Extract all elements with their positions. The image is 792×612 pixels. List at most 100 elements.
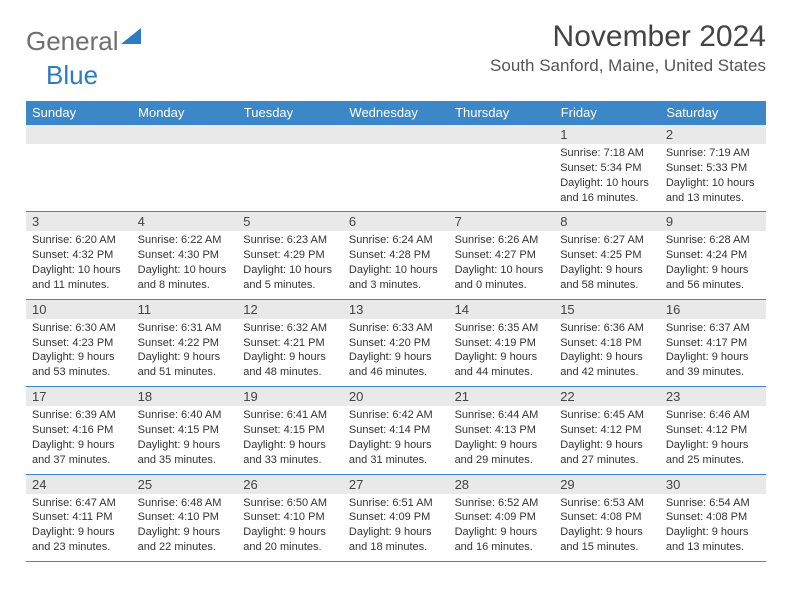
day-cell: 11Sunrise: 6:31 AMSunset: 4:22 PMDayligh… — [132, 299, 238, 386]
sunrise-text: Sunrise: 6:33 AM — [349, 322, 433, 334]
sunset-text: Sunset: 4:28 PM — [349, 249, 430, 261]
sunset-text: Sunset: 4:29 PM — [243, 249, 324, 261]
daylight-text: Daylight: 9 hours and 37 minutes. — [32, 439, 115, 466]
daylight-text: Daylight: 9 hours and 25 minutes. — [666, 439, 749, 466]
day-number: 25 — [132, 475, 238, 494]
day-cell: 28Sunrise: 6:52 AMSunset: 4:09 PMDayligh… — [449, 474, 555, 561]
day-cell: 2Sunrise: 7:19 AMSunset: 5:33 PMDaylight… — [660, 125, 766, 212]
day-text: Sunrise: 6:24 AM Sunset: 4:28 PM Daylight:… — [343, 231, 449, 298]
day-cell: 7Sunrise: 6:26 AMSunset: 4:27 PMDaylight… — [449, 212, 555, 299]
sunrise-text: Sunrise: 6:23 AM — [243, 234, 327, 246]
daylight-text: Daylight: 9 hours and 46 minutes. — [349, 351, 432, 378]
sunrise-text: Sunrise: 6:30 AM — [32, 322, 116, 334]
day-text: Sunrise: 6:30 AMSunset: 4:23 PMDaylight:… — [26, 319, 132, 386]
day-number: 27 — [343, 475, 449, 494]
sunrise-text: Sunrise: 6:46 AM — [666, 409, 750, 421]
day-number: 13 — [343, 300, 449, 319]
day-number: 10 — [26, 300, 132, 319]
sunrise-text: Sunrise: 7:19 AM — [666, 147, 750, 159]
day-number: 14 — [449, 300, 555, 319]
day-text: Sunrise: 6:36 AMSunset: 4:18 PMDaylight:… — [554, 319, 660, 386]
daylight-text: Daylight: 9 hours and 48 minutes. — [243, 351, 326, 378]
daylight-text: Daylight: 10 hours and 5 minutes. — [243, 264, 332, 291]
sunrise-text: Sunrise: 6:41 AM — [243, 409, 327, 421]
day-number: 22 — [554, 387, 660, 406]
day-text: Sunrise: 6:26 AMSunset: 4:27 PMDaylight:… — [449, 231, 555, 298]
week-row: 1Sunrise: 7:18 AMSunset: 5:34 PMDaylight… — [26, 125, 766, 212]
day-number: 29 — [554, 475, 660, 494]
calendar-table: Sunday Monday Tuesday Wednesday Thursday… — [26, 101, 766, 562]
daylight-text: Daylight: 9 hours and 35 minutes. — [138, 439, 221, 466]
day-text: Sunrise: 6:37 AMSunset: 4:17 PMDaylight:… — [660, 319, 766, 386]
day-cell — [343, 125, 449, 212]
sunrise-text: Sunrise: 6:36 AM — [560, 322, 644, 334]
daylight-text: Daylight: 9 hours and 53 minutes. — [32, 351, 115, 378]
month-title: November 2024 — [490, 20, 766, 54]
day-text — [343, 144, 449, 211]
day-number: 18 — [132, 387, 238, 406]
sunset-text: Sunset: 4:19 PM — [455, 337, 536, 349]
daylight-text: Daylight: 9 hours and 58 minutes. — [560, 264, 643, 291]
logo: General — [26, 26, 141, 57]
day-header: Monday — [132, 101, 238, 125]
day-cell: 9Sunrise: 6:28 AMSunset: 4:24 PMDaylight… — [660, 212, 766, 299]
day-number: 9 — [660, 212, 766, 231]
daylight-text: Daylight: 10 hours and 3 minutes. — [349, 264, 438, 291]
day-number — [26, 125, 132, 144]
daylight-text: Daylight: 9 hours and 16 minutes. — [455, 526, 538, 553]
day-text: Sunrise: 6:27 AMSunset: 4:25 PMDaylight:… — [554, 231, 660, 298]
day-cell: 8Sunrise: 6:27 AMSunset: 4:25 PMDaylight… — [554, 212, 660, 299]
day-header-row: Sunday Monday Tuesday Wednesday Thursday… — [26, 101, 766, 125]
logo-triangle-icon — [121, 28, 141, 44]
day-number — [132, 125, 238, 144]
day-number: 15 — [554, 300, 660, 319]
day-text: Sunrise: 6:54 AMSunset: 4:08 PMDaylight:… — [660, 494, 766, 561]
sunset-text: Sunset: 4:09 PM — [455, 511, 536, 523]
day-text: Sunrise: 7:19 AMSunset: 5:33 PMDaylight:… — [660, 144, 766, 211]
sunset-text: Sunset: 4:10 PM — [243, 511, 324, 523]
sunrise-text: Sunrise: 6:24 AM — [349, 234, 433, 246]
sunset-text: Sunset: 4:17 PM — [666, 337, 747, 349]
day-text: Sunrise: 6:22 AMSunset: 4:30 PMDaylight:… — [132, 231, 238, 298]
logo-text-2: Blue — [46, 60, 98, 90]
day-number: 11 — [132, 300, 238, 319]
day-header: Thursday — [449, 101, 555, 125]
day-cell — [26, 125, 132, 212]
sunrise-text: Sunrise: 6:28 AM — [666, 234, 750, 246]
sunrise-text: Sunrise: 6:54 AM — [666, 497, 750, 509]
sunrise-text: Sunrise: 6:52 AM — [455, 497, 539, 509]
day-number: 17 — [26, 387, 132, 406]
day-cell: 1Sunrise: 7:18 AMSunset: 5:34 PMDaylight… — [554, 125, 660, 212]
daylight-text: Daylight: 9 hours and 23 minutes. — [32, 526, 115, 553]
sunrise-text: Sunrise: 6:35 AM — [455, 322, 539, 334]
day-text: Sunrise: 6:47 AMSunset: 4:11 PMDaylight:… — [26, 494, 132, 561]
daylight-text: Daylight: 10 hours and 8 minutes. — [138, 264, 227, 291]
day-cell: 14 Sunrise: 6:35 AM Sunset: 4:19 PM Dayligh… — [449, 299, 555, 386]
day-cell: 18Sunrise: 6:40 AMSunset: 4:15 PMDayligh… — [132, 387, 238, 474]
day-text: Sunrise: 6:20 AMSunset: 4:32 PMDaylight:… — [26, 231, 132, 298]
day-cell: 5Sunrise: 6:23 AMSunset: 4:29 PMDaylight… — [237, 212, 343, 299]
day-text: Sunrise: 6:50 AMSunset: 4:10 PMDaylight:… — [237, 494, 343, 561]
day-number: 23 — [660, 387, 766, 406]
sunrise-text: Sunrise: 6:44 AM — [455, 409, 539, 421]
day-number — [449, 125, 555, 144]
day-cell: 19Sunrise: 6:41 AMSunset: 4:15 PMDayligh… — [237, 387, 343, 474]
week-row: 10Sunrise: 6:30 AMSunset: 4:23 PMDayligh… — [26, 299, 766, 386]
day-cell: 20Sunrise: 6:42 AMSunset: 4:14 PMDayligh… — [343, 387, 449, 474]
day-cell: 29Sunrise: 6:53 AMSunset: 4:08 PMDayligh… — [554, 474, 660, 561]
day-text: Sunrise: 6:48 AMSunset: 4:10 PMDaylight:… — [132, 494, 238, 561]
location-text: South Sanford, Maine, United States — [490, 56, 766, 76]
day-header: Sunday — [26, 101, 132, 125]
day-number: 8 — [554, 212, 660, 231]
sunset-text: Sunset: 5:34 PM — [560, 162, 641, 174]
daylight-text: Daylight: 9 hours and 13 minutes. — [666, 526, 749, 553]
sunset-text: Sunset: 4:32 PM — [32, 249, 113, 261]
sunrise-text: Sunrise: 6:31 AM — [138, 322, 222, 334]
sunrise-text: Sunrise: 6:53 AM — [560, 497, 644, 509]
day-text: Sunrise: 6:46 AMSunset: 4:12 PMDaylight:… — [660, 406, 766, 473]
daylight-text: Daylight: 9 hours and 44 minutes. — [455, 351, 538, 378]
sunrise-text: Sunrise: 6:42 AM — [349, 409, 433, 421]
daylight-text: Daylight: 9 hours and 33 minutes. — [243, 439, 326, 466]
daylight-text: Daylight: 9 hours and 39 minutes. — [666, 351, 749, 378]
day-cell — [449, 125, 555, 212]
